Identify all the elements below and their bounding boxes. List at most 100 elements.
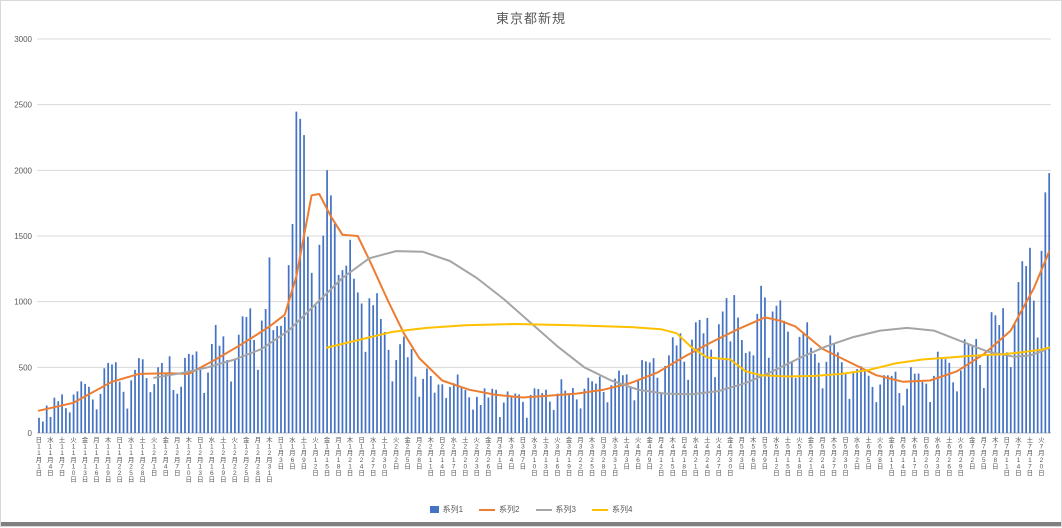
bar[interactable] xyxy=(1044,192,1047,433)
bar[interactable] xyxy=(671,337,674,433)
bar[interactable] xyxy=(422,378,424,433)
bar[interactable] xyxy=(975,338,978,433)
bar[interactable] xyxy=(844,374,847,433)
bar[interactable] xyxy=(1036,337,1039,433)
bar[interactable] xyxy=(898,393,901,433)
bar[interactable] xyxy=(683,361,686,433)
bar[interactable] xyxy=(921,382,924,433)
bar[interactable] xyxy=(679,333,682,433)
bar[interactable] xyxy=(464,390,467,433)
bar[interactable] xyxy=(72,394,75,433)
bar[interactable] xyxy=(53,397,56,433)
bar[interactable] xyxy=(1013,323,1016,433)
bar[interactable] xyxy=(203,392,206,433)
bar[interactable] xyxy=(506,391,509,434)
bar[interactable] xyxy=(472,409,474,433)
bar[interactable] xyxy=(971,346,974,433)
bar[interactable] xyxy=(145,378,148,433)
bar[interactable] xyxy=(814,353,816,433)
bar[interactable] xyxy=(952,382,955,433)
bar[interactable] xyxy=(499,417,501,433)
bar[interactable] xyxy=(821,388,824,433)
bar[interactable] xyxy=(529,394,532,433)
bar[interactable] xyxy=(598,376,601,433)
bar[interactable] xyxy=(45,405,48,433)
bar[interactable] xyxy=(38,417,40,433)
bar[interactable] xyxy=(656,377,659,433)
bar[interactable] xyxy=(744,353,747,433)
bar[interactable] xyxy=(787,331,789,433)
bar[interactable] xyxy=(959,370,962,433)
bar[interactable] xyxy=(902,405,905,433)
bar[interactable] xyxy=(664,366,666,433)
bar[interactable] xyxy=(514,393,517,433)
bar[interactable] xyxy=(1025,266,1027,433)
bar[interactable] xyxy=(863,371,866,433)
bar[interactable] xyxy=(303,135,305,433)
bar[interactable] xyxy=(476,396,478,433)
bar[interactable] xyxy=(698,319,701,433)
line-series-3[interactable] xyxy=(153,250,1051,396)
bar[interactable] xyxy=(618,370,620,433)
bar[interactable] xyxy=(936,351,939,433)
bar[interactable] xyxy=(399,344,401,433)
bar[interactable] xyxy=(414,376,417,433)
bar[interactable] xyxy=(940,358,943,433)
bar[interactable] xyxy=(998,325,1001,433)
line-series-4[interactable] xyxy=(326,323,1051,378)
bar[interactable] xyxy=(541,393,544,433)
bar[interactable] xyxy=(817,362,820,433)
bar[interactable] xyxy=(218,345,221,433)
bar[interactable] xyxy=(468,397,471,433)
bar[interactable] xyxy=(737,317,739,433)
bar[interactable] xyxy=(61,394,63,433)
bar[interactable] xyxy=(330,195,332,433)
bar[interactable] xyxy=(214,325,217,433)
bar[interactable] xyxy=(552,410,555,433)
bar[interactable] xyxy=(1032,300,1035,433)
bar[interactable] xyxy=(333,223,336,433)
bar[interactable] xyxy=(426,368,428,433)
bar[interactable] xyxy=(249,308,252,433)
bar[interactable] xyxy=(322,235,325,433)
bar[interactable] xyxy=(222,336,225,433)
bar[interactable] xyxy=(491,388,494,433)
bar[interactable] xyxy=(760,285,762,433)
bar[interactable] xyxy=(272,330,275,433)
bar[interactable] xyxy=(187,353,190,433)
legend-item-series-1[interactable]: 系列1 xyxy=(429,504,463,515)
bar[interactable] xyxy=(356,292,359,433)
bar[interactable] xyxy=(706,317,709,433)
bar[interactable] xyxy=(360,303,363,433)
bar[interactable] xyxy=(184,357,186,433)
bar[interactable] xyxy=(714,377,716,433)
bar[interactable] xyxy=(479,405,482,433)
bar[interactable] xyxy=(948,362,951,433)
bar[interactable] xyxy=(621,375,624,433)
bar[interactable] xyxy=(691,339,693,433)
bar[interactable] xyxy=(449,387,451,433)
bar[interactable] xyxy=(917,373,920,433)
bar[interactable] xyxy=(837,352,839,433)
bar[interactable] xyxy=(253,340,255,433)
bar[interactable] xyxy=(525,417,528,433)
bar[interactable] xyxy=(376,293,378,433)
bar[interactable] xyxy=(929,402,931,433)
bar[interactable] xyxy=(637,380,640,433)
bar[interactable] xyxy=(245,316,248,433)
bar[interactable] xyxy=(595,383,597,433)
bar[interactable] xyxy=(963,339,966,433)
bar[interactable] xyxy=(894,371,897,433)
bar[interactable] xyxy=(260,320,263,433)
bar[interactable] xyxy=(191,354,194,433)
bar[interactable] xyxy=(829,335,832,433)
bar[interactable] xyxy=(103,368,106,433)
bar[interactable] xyxy=(875,402,878,433)
bar[interactable] xyxy=(660,392,663,433)
bar[interactable] xyxy=(76,391,79,433)
bar[interactable] xyxy=(591,381,593,433)
bar[interactable] xyxy=(257,369,259,433)
bar[interactable] xyxy=(176,393,179,433)
bar[interactable] xyxy=(802,332,805,433)
bar[interactable] xyxy=(114,362,117,433)
